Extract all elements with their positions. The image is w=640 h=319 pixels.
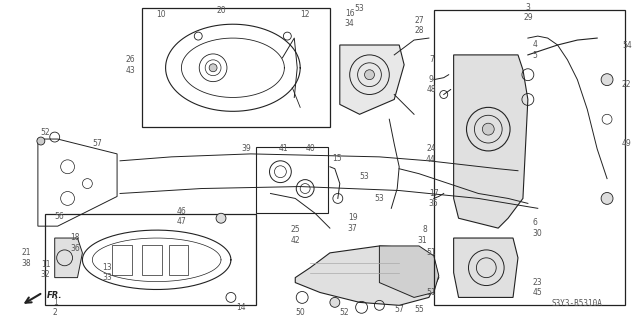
Circle shape xyxy=(483,123,494,135)
Text: 53: 53 xyxy=(360,172,369,181)
Text: 41: 41 xyxy=(278,145,288,153)
Bar xyxy=(142,8,330,127)
Text: 27
28: 27 28 xyxy=(414,16,424,35)
Text: 52: 52 xyxy=(340,308,349,317)
Circle shape xyxy=(209,64,217,72)
Bar xyxy=(168,245,188,275)
Text: 39: 39 xyxy=(241,145,251,153)
Bar xyxy=(434,10,625,305)
Text: FR.: FR. xyxy=(47,291,62,300)
Text: 12: 12 xyxy=(301,10,310,19)
Text: 55: 55 xyxy=(414,305,424,314)
Text: 50: 50 xyxy=(295,308,305,317)
Circle shape xyxy=(365,70,374,80)
Text: 51: 51 xyxy=(426,249,436,257)
Text: 14: 14 xyxy=(236,303,246,312)
Bar xyxy=(112,245,132,275)
Text: 4
5: 4 5 xyxy=(533,40,538,60)
Bar xyxy=(142,245,162,275)
Text: 16
34: 16 34 xyxy=(345,9,355,28)
Text: 23
45: 23 45 xyxy=(533,278,543,297)
Text: 48: 48 xyxy=(426,85,436,94)
Text: 11
32: 11 32 xyxy=(41,260,51,279)
Text: 3
29: 3 29 xyxy=(523,3,532,22)
Text: 56: 56 xyxy=(54,212,65,221)
Text: 57: 57 xyxy=(394,305,404,314)
Text: 9: 9 xyxy=(429,75,434,84)
Text: 53: 53 xyxy=(374,194,384,203)
Text: 17
35: 17 35 xyxy=(429,189,438,208)
Text: 46
47: 46 47 xyxy=(177,207,186,226)
Polygon shape xyxy=(340,45,404,114)
Polygon shape xyxy=(380,246,439,297)
Polygon shape xyxy=(454,238,518,297)
Text: 8
31: 8 31 xyxy=(417,225,427,245)
Text: 10: 10 xyxy=(157,10,166,19)
Text: 54: 54 xyxy=(622,41,632,49)
Circle shape xyxy=(601,74,613,85)
Polygon shape xyxy=(295,246,439,305)
Circle shape xyxy=(216,213,226,223)
Text: 19
37: 19 37 xyxy=(348,213,358,233)
Bar xyxy=(255,147,328,213)
Text: 52: 52 xyxy=(41,128,51,137)
Text: 26
43: 26 43 xyxy=(125,55,135,75)
Text: 13
33: 13 33 xyxy=(102,263,112,282)
Text: 15: 15 xyxy=(332,154,342,163)
Text: 40: 40 xyxy=(305,145,315,153)
Text: 57: 57 xyxy=(92,139,102,148)
Text: 18
36: 18 36 xyxy=(70,233,80,253)
Text: 22: 22 xyxy=(622,80,632,89)
Text: 25
42: 25 42 xyxy=(291,225,300,245)
Circle shape xyxy=(601,192,613,204)
Text: 24
44: 24 44 xyxy=(426,144,436,164)
Polygon shape xyxy=(54,238,83,278)
Text: 1
2: 1 2 xyxy=(52,298,58,317)
Text: 53: 53 xyxy=(355,4,364,13)
Polygon shape xyxy=(454,55,528,228)
Circle shape xyxy=(37,137,45,145)
Text: 49: 49 xyxy=(622,139,632,148)
Text: 7: 7 xyxy=(429,56,434,64)
Text: 21
38: 21 38 xyxy=(21,248,31,268)
Text: 51: 51 xyxy=(426,288,436,297)
Bar xyxy=(45,214,255,305)
Text: 20: 20 xyxy=(216,6,226,15)
Text: 6
30: 6 30 xyxy=(533,219,543,238)
Circle shape xyxy=(330,297,340,307)
Text: S3Y3-B5310A: S3Y3-B5310A xyxy=(552,299,603,308)
